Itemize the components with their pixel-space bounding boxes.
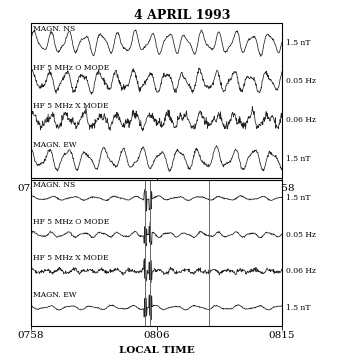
- Text: HF 5 MHz X MODE: HF 5 MHz X MODE: [33, 255, 109, 262]
- Text: 0.05 Hz: 0.05 Hz: [286, 77, 316, 85]
- Text: HF 5 MHz O MODE: HF 5 MHz O MODE: [33, 64, 110, 72]
- Text: 1.5 nT: 1.5 nT: [286, 303, 310, 311]
- Text: 0.05 Hz: 0.05 Hz: [286, 231, 316, 239]
- Text: 1.5 nT: 1.5 nT: [286, 155, 310, 163]
- Text: 1.5 nT: 1.5 nT: [286, 194, 310, 202]
- Text: MAGN. NS: MAGN. NS: [33, 181, 76, 189]
- Text: MAGN. NS: MAGN. NS: [33, 25, 76, 33]
- Text: 1.5 nT: 1.5 nT: [286, 39, 310, 47]
- Text: HF 5 MHz X MODE: HF 5 MHz X MODE: [33, 102, 109, 111]
- Text: LOCAL TIME: LOCAL TIME: [119, 346, 194, 355]
- Text: 4 APRIL 1993: 4 APRIL 1993: [134, 9, 230, 22]
- Text: MAGN. EW: MAGN. EW: [33, 291, 77, 299]
- Text: MAGN. EW: MAGN. EW: [33, 141, 77, 149]
- Text: HF 5 MHz O MODE: HF 5 MHz O MODE: [33, 218, 110, 226]
- Text: 0.06 Hz: 0.06 Hz: [286, 267, 316, 275]
- Text: 0.06 Hz: 0.06 Hz: [286, 116, 316, 124]
